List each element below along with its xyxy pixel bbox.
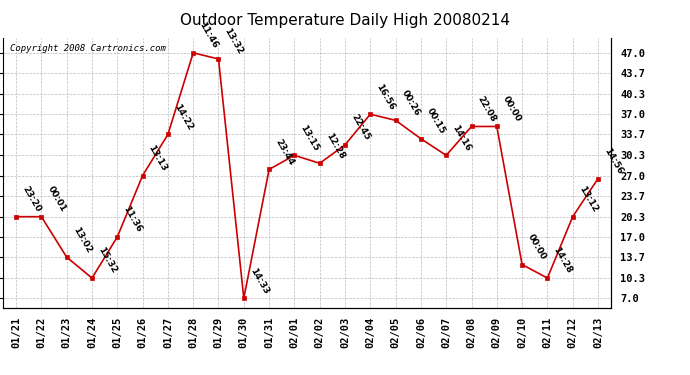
Text: 13:15: 13:15 — [299, 123, 321, 153]
Text: 13:32: 13:32 — [223, 27, 245, 56]
Text: 00:01: 00:01 — [46, 185, 68, 214]
Text: 23:20: 23:20 — [20, 185, 42, 214]
Text: 16:56: 16:56 — [375, 82, 397, 111]
Text: 00:00: 00:00 — [501, 95, 523, 124]
Text: 14:56: 14:56 — [602, 147, 624, 176]
Text: 14:28: 14:28 — [551, 246, 574, 275]
Text: Copyright 2008 Cartronics.com: Copyright 2008 Cartronics.com — [10, 44, 166, 53]
Text: 00:00: 00:00 — [526, 233, 548, 262]
Text: 22:45: 22:45 — [349, 113, 371, 142]
Text: 23:44: 23:44 — [273, 137, 295, 166]
Text: Outdoor Temperature Daily High 20080214: Outdoor Temperature Daily High 20080214 — [180, 13, 510, 28]
Text: 00:26: 00:26 — [400, 88, 422, 118]
Text: 14:33: 14:33 — [248, 266, 270, 296]
Text: 13:12: 13:12 — [577, 184, 599, 214]
Text: 14:16: 14:16 — [451, 123, 473, 153]
Text: 13:02: 13:02 — [71, 225, 93, 254]
Text: 15:32: 15:32 — [96, 246, 118, 275]
Text: 00:15: 00:15 — [425, 107, 447, 136]
Text: 22:08: 22:08 — [475, 94, 497, 124]
Text: 11:36: 11:36 — [121, 205, 144, 234]
Text: 12:28: 12:28 — [324, 131, 346, 160]
Text: 11:46: 11:46 — [197, 21, 219, 50]
Text: 14:22: 14:22 — [172, 102, 195, 132]
Text: 13:13: 13:13 — [147, 144, 169, 173]
